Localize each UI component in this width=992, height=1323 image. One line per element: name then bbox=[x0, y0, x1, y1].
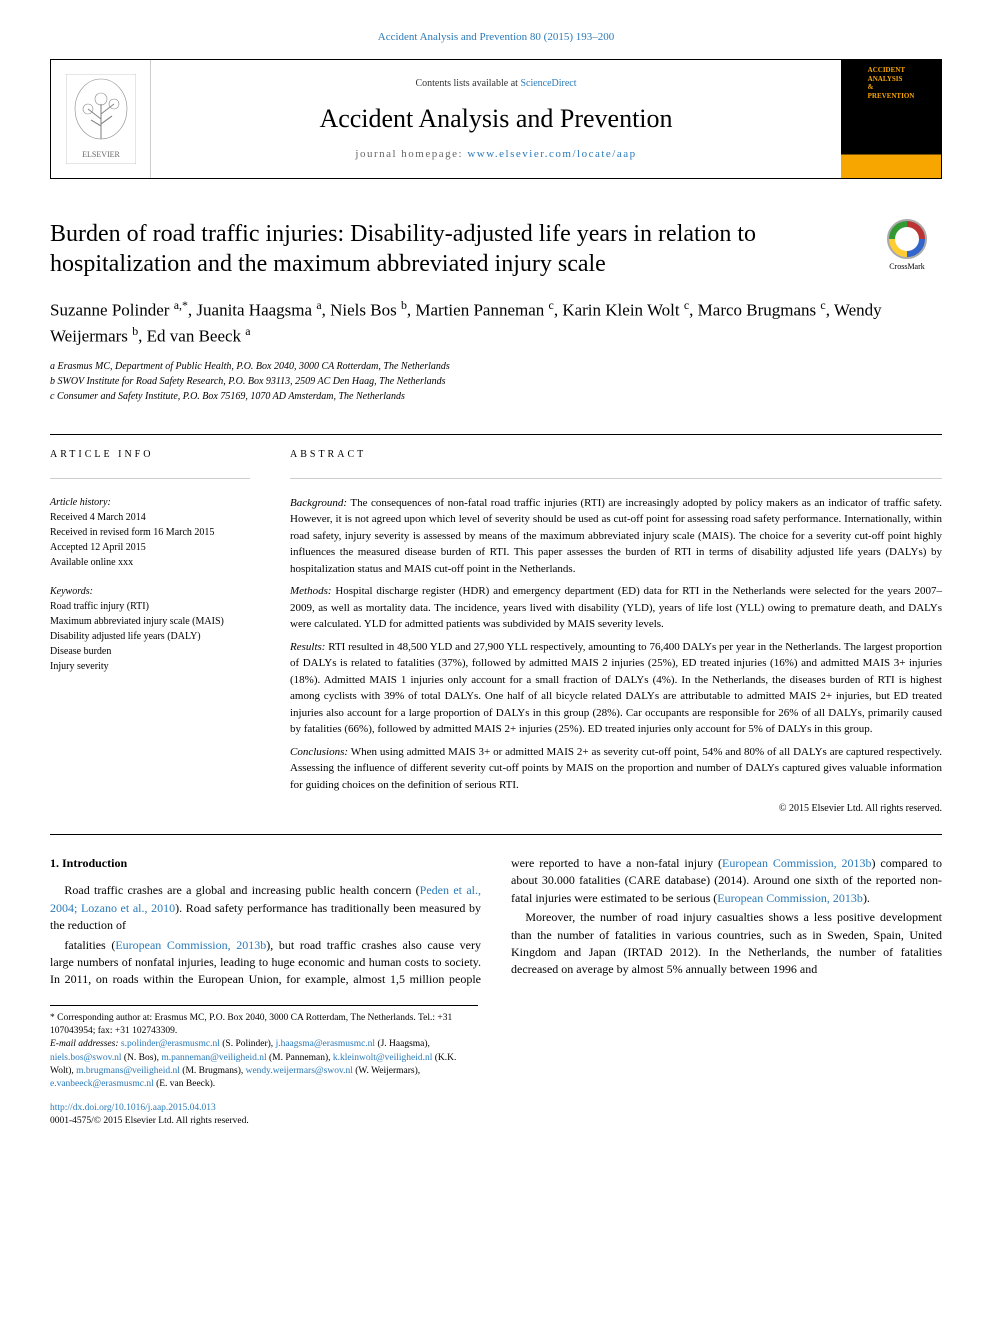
article-header: Burden of road traffic injuries: Disabil… bbox=[50, 219, 942, 403]
history-item: Received 4 March 2014 bbox=[50, 510, 250, 525]
history-item: Available online xxx bbox=[50, 555, 250, 570]
journal-homepage-link[interactable]: www.elsevier.com/locate/aap bbox=[467, 148, 636, 160]
email-link[interactable]: s.polinder@erasmusmc.nl bbox=[121, 1039, 220, 1049]
keyword: Road traffic injury (RTI) bbox=[50, 599, 250, 614]
meta-row: ARTICLE INFO Article history: Received 4… bbox=[50, 447, 942, 817]
elsevier-tree-icon: ELSEVIER bbox=[66, 74, 136, 164]
author-list: Suzanne Polinder a,*, Juanita Haagsma a,… bbox=[50, 297, 942, 348]
email-link[interactable]: m.brugmans@veiligheid.nl bbox=[76, 1066, 180, 1076]
affiliations: a Erasmus MC, Department of Public Healt… bbox=[50, 359, 942, 404]
paragraph: Road traffic crashes are a global and in… bbox=[50, 882, 481, 934]
abstract-background: Background: The consequences of non-fata… bbox=[290, 495, 942, 578]
journal-cover-thumb: ACCIDENT ANALYSIS & PREVENTION bbox=[841, 60, 941, 178]
divider-thin bbox=[290, 478, 942, 479]
abstract-conclusions: Conclusions: When using admitted MAIS 3+… bbox=[290, 744, 942, 794]
article-info: ARTICLE INFO Article history: Received 4… bbox=[50, 447, 250, 817]
svg-text:ELSEVIER: ELSEVIER bbox=[82, 150, 120, 159]
affiliation: a Erasmus MC, Department of Public Healt… bbox=[50, 359, 942, 374]
keyword: Injury severity bbox=[50, 659, 250, 674]
crossmark-badge[interactable]: CrossMark bbox=[872, 219, 942, 272]
sciencedirect-link[interactable]: ScienceDirect bbox=[520, 78, 576, 89]
article-info-head: ARTICLE INFO bbox=[50, 447, 250, 462]
citation-link[interactable]: European Commission, 2013b bbox=[115, 938, 266, 952]
journal-homepage: journal homepage: www.elsevier.com/locat… bbox=[355, 147, 636, 162]
email-addresses: E-mail addresses: s.polinder@erasmusmc.n… bbox=[50, 1038, 478, 1091]
doi-link[interactable]: http://dx.doi.org/10.1016/j.aap.2015.04.… bbox=[50, 1103, 216, 1113]
keyword: Disability adjusted life years (DALY) bbox=[50, 629, 250, 644]
article-title: Burden of road traffic injuries: Disabil… bbox=[50, 219, 860, 279]
corresponding-author-footnote: * Corresponding author at: Erasmus MC, P… bbox=[50, 1005, 478, 1092]
journal-header: ELSEVIER Contents lists available at Sci… bbox=[50, 59, 942, 179]
body-text: 1. Introduction Road traffic crashes are… bbox=[50, 855, 942, 989]
corresponding-author: * Corresponding author at: Erasmus MC, P… bbox=[50, 1012, 478, 1039]
email-link[interactable]: wendy.weijermars@swov.nl bbox=[246, 1066, 353, 1076]
abstract-results: Results: RTI resulted in 48,500 YLD and … bbox=[290, 639, 942, 738]
citation-link[interactable]: European Commission, 2013b bbox=[722, 856, 872, 870]
abstract: ABSTRACT Background: The consequences of… bbox=[290, 447, 942, 817]
section-1-head: 1. Introduction bbox=[50, 855, 481, 872]
affiliation: c Consumer and Safety Institute, P.O. Bo… bbox=[50, 389, 942, 404]
history-item: Accepted 12 April 2015 bbox=[50, 540, 250, 555]
email-link[interactable]: e.vanbeeck@erasmusmc.nl bbox=[50, 1079, 154, 1089]
paragraph: Moreover, the number of road injury casu… bbox=[511, 909, 942, 979]
doi-block: http://dx.doi.org/10.1016/j.aap.2015.04.… bbox=[50, 1102, 942, 1129]
citation-link[interactable]: European Commission, 2013b bbox=[717, 891, 863, 905]
elsevier-logo: ELSEVIER bbox=[51, 60, 151, 178]
keywords-head: Keywords: bbox=[50, 584, 250, 599]
abstract-methods: Methods: Hospital discharge register (HD… bbox=[290, 583, 942, 633]
crossmark-icon bbox=[887, 219, 927, 259]
affiliation: b SWOV Institute for Road Safety Researc… bbox=[50, 374, 942, 389]
email-link[interactable]: j.haagsma@erasmusmc.nl bbox=[276, 1039, 376, 1049]
running-head: Accident Analysis and Prevention 80 (201… bbox=[50, 30, 942, 45]
journal-name: Accident Analysis and Prevention bbox=[319, 101, 672, 137]
email-link[interactable]: m.panneman@veiligheid.nl bbox=[161, 1053, 266, 1063]
divider bbox=[50, 834, 942, 835]
history-item: Received in revised form 16 March 2015 bbox=[50, 525, 250, 540]
keyword: Maximum abbreviated injury scale (MAIS) bbox=[50, 614, 250, 629]
issn-copyright: 0001-4575/© 2015 Elsevier Ltd. All right… bbox=[50, 1116, 249, 1126]
abstract-head: ABSTRACT bbox=[290, 447, 942, 462]
contents-available: Contents lists available at ScienceDirec… bbox=[415, 77, 576, 91]
keyword: Disease burden bbox=[50, 644, 250, 659]
divider-thin bbox=[50, 478, 250, 479]
history-head: Article history: bbox=[50, 495, 250, 510]
email-link[interactable]: niels.bos@swov.nl bbox=[50, 1053, 121, 1063]
header-center: Contents lists available at ScienceDirec… bbox=[151, 60, 841, 178]
copyright: © 2015 Elsevier Ltd. All rights reserved… bbox=[290, 801, 942, 816]
divider bbox=[50, 434, 942, 435]
running-head-link[interactable]: Accident Analysis and Prevention 80 (201… bbox=[378, 31, 614, 43]
email-link[interactable]: k.kleinwolt@veiligheid.nl bbox=[333, 1053, 433, 1063]
